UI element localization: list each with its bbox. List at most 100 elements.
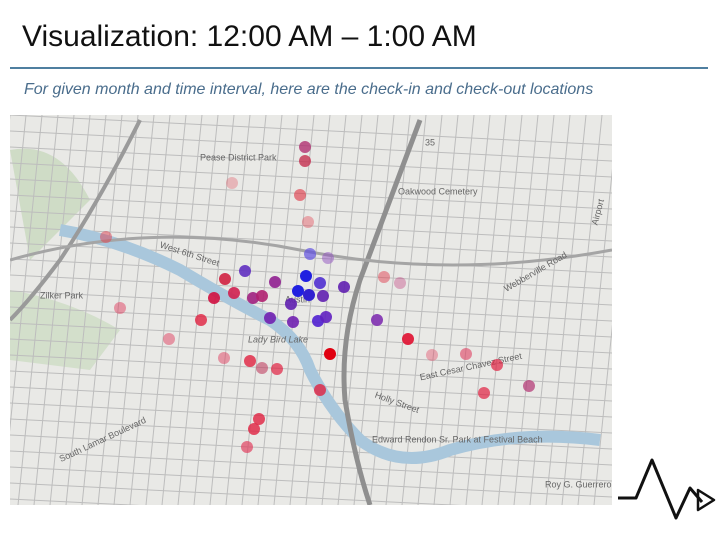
street (305, 115, 347, 505)
location-dot (303, 289, 315, 301)
street (10, 290, 612, 322)
street (129, 115, 171, 505)
location-dot (228, 287, 240, 299)
street (10, 338, 612, 370)
location-dot (402, 333, 414, 345)
location-dot (294, 189, 306, 201)
street (10, 226, 612, 258)
street (289, 115, 331, 505)
location-dot (239, 265, 251, 277)
location-dot (253, 413, 265, 425)
street (10, 482, 462, 505)
location-dot (302, 216, 314, 228)
location-dot (244, 355, 256, 367)
street (10, 515, 612, 540)
location-dot (320, 311, 332, 323)
location-dot (208, 292, 220, 304)
map-label: Pease District Park (200, 152, 277, 162)
location-dot (264, 312, 276, 324)
location-dot (248, 423, 260, 435)
street (33, 115, 75, 505)
location-dot (460, 348, 472, 360)
map-label: Roy G. Guerrero Park (545, 479, 633, 489)
street (10, 386, 612, 418)
street (273, 115, 315, 505)
street (449, 115, 491, 505)
location-dot (314, 277, 326, 289)
street (81, 115, 123, 505)
street (10, 402, 612, 434)
location-dot (299, 155, 311, 167)
street (10, 194, 612, 226)
location-dot (300, 270, 312, 282)
location-dots (100, 141, 535, 453)
street (593, 324, 612, 505)
location-dot (247, 292, 259, 304)
location-dot (269, 276, 281, 288)
location-dot (219, 273, 231, 285)
location-dot (114, 302, 126, 314)
location-dot (271, 363, 283, 375)
road (10, 235, 612, 267)
highway (10, 119, 142, 322)
location-dot (218, 352, 230, 364)
street (10, 434, 612, 466)
street (10, 450, 612, 482)
location-dot (338, 281, 350, 293)
street (10, 146, 612, 178)
street (257, 115, 299, 505)
street (209, 115, 251, 505)
title: Visualization: 12:00 AM – 1:00 AM (22, 20, 477, 53)
street (10, 162, 612, 194)
arrow (696, 488, 716, 512)
location-dot (256, 362, 268, 374)
street (177, 115, 219, 505)
location-dot (256, 290, 268, 302)
river (59, 224, 601, 464)
location-dot (226, 177, 238, 189)
location-dot (100, 231, 112, 243)
location-dot (322, 252, 334, 264)
location-dot (426, 349, 438, 361)
street (10, 370, 612, 402)
map-label: Oakwood Cemetery (398, 186, 478, 196)
street (10, 498, 141, 505)
map: West 6th Street Zilker Park Pease Distri… (10, 115, 633, 540)
location-dot (287, 316, 299, 328)
street (17, 115, 59, 505)
location-dot (371, 314, 383, 326)
street (10, 466, 612, 498)
location-dot (299, 141, 311, 153)
location-dot (304, 248, 316, 260)
street (385, 115, 427, 505)
location-dot (314, 384, 326, 396)
map-label: 35 (425, 137, 435, 147)
heartbeat-line (618, 458, 704, 520)
location-dot (317, 290, 329, 302)
street (145, 115, 187, 505)
street (10, 306, 612, 338)
street (10, 322, 612, 354)
location-dot (523, 380, 535, 392)
highway (341, 119, 423, 505)
street (10, 115, 27, 276)
street (10, 115, 11, 120)
street (161, 115, 203, 505)
location-dot (378, 271, 390, 283)
street (10, 178, 612, 210)
logo (618, 458, 716, 520)
location-dot (394, 277, 406, 289)
location-dot (292, 285, 304, 297)
street (10, 130, 612, 162)
location-dot (285, 298, 297, 310)
street (10, 210, 612, 242)
location-dot (491, 359, 503, 371)
location-dot (478, 387, 490, 399)
map-label: Austin (285, 294, 310, 304)
street (65, 115, 107, 505)
street (193, 115, 235, 505)
map-label: Lady Bird Lake (248, 334, 308, 344)
location-dot (195, 314, 207, 326)
